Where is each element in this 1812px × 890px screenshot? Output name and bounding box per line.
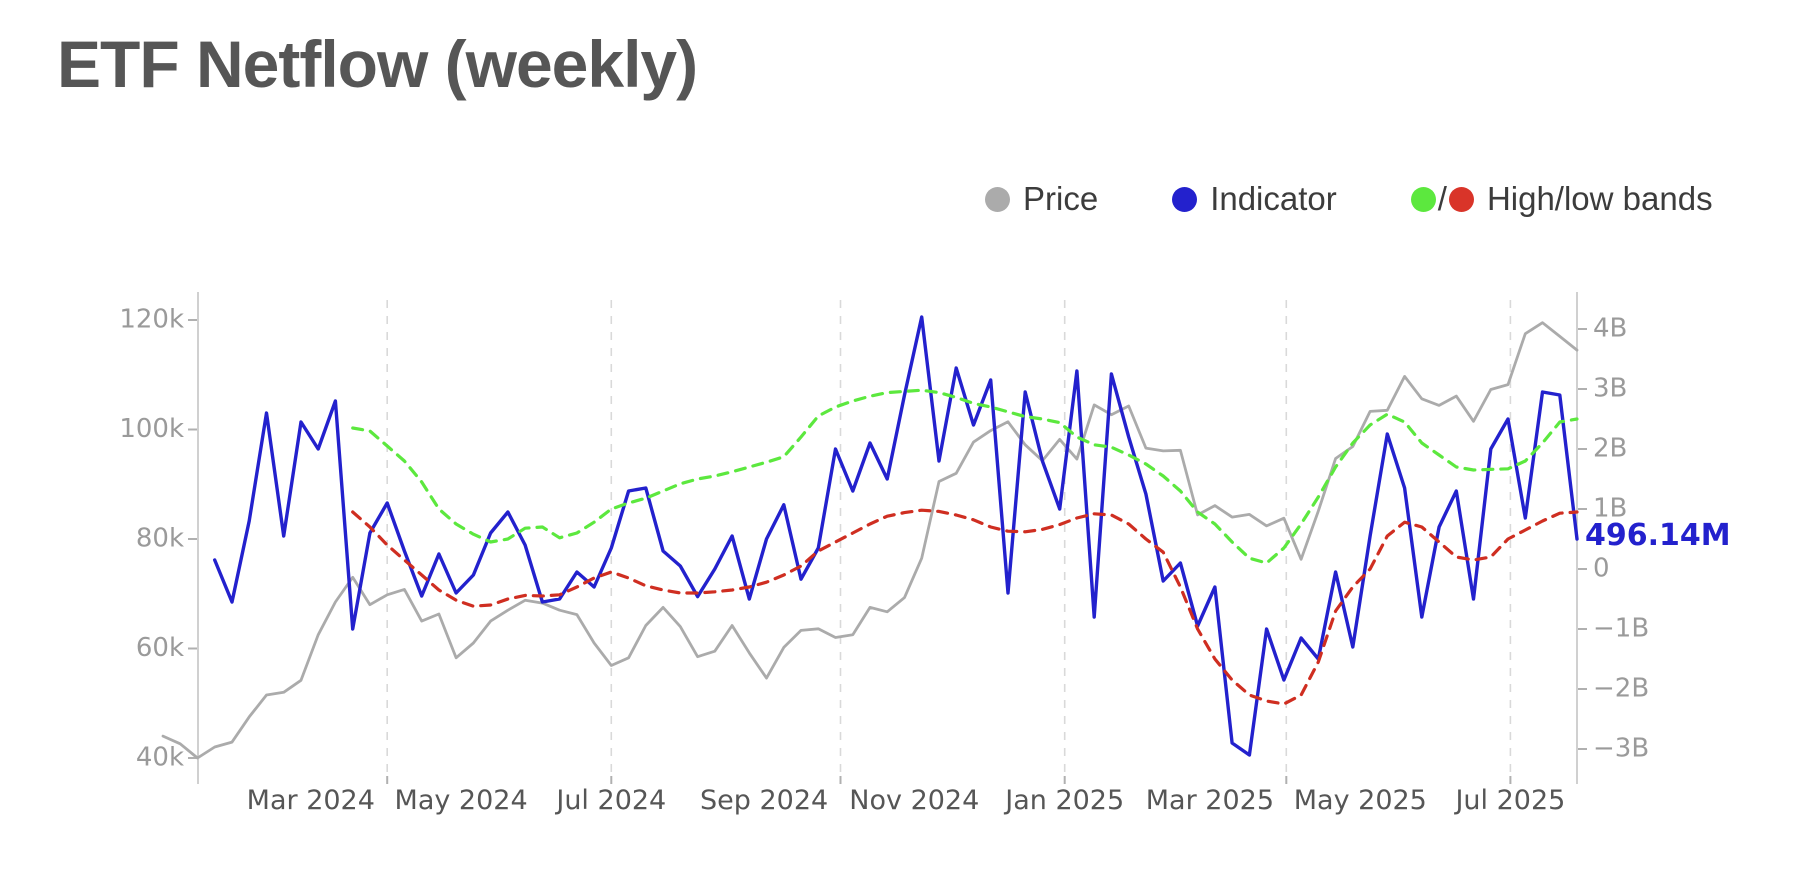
x-axis-tick-label: Mar 2024: [247, 785, 375, 816]
indicator-legend-dot-icon: [1172, 186, 1198, 212]
x-axis-tick-label: Jan 2025: [1003, 785, 1124, 816]
right-axis-ticks: 4B 3B 2B 1B 0 −1B −2B −3B: [1578, 314, 1649, 764]
right-axis-tick-label: 0: [1593, 554, 1610, 584]
right-axis-tick-label: −1B: [1593, 614, 1649, 644]
left-axis-tick-label: 60k: [136, 633, 184, 663]
x-axis-tick-label: May 2024: [395, 785, 528, 816]
legend-item-indicator-label: Indicator: [1210, 180, 1337, 217]
legend-item-bands-label: High/low bands: [1486, 180, 1713, 217]
series-price: [161, 321, 1579, 760]
left-axis-ticks: 120k 100k 80k 60k 40k: [119, 305, 197, 773]
legend-item-price-label: Price: [1023, 180, 1099, 217]
left-axis-tick-label: 100k: [119, 414, 184, 444]
legend-slash-separator: /: [1437, 180, 1447, 217]
x-axis-tick-label: Mar 2025: [1146, 785, 1274, 816]
right-axis-tick-label: 2B: [1593, 434, 1627, 464]
right-axis-tick-label: 1B: [1593, 494, 1627, 524]
x-axis-tick-label: Jul 2024: [554, 785, 666, 816]
x-axis-tick-label: May 2025: [1294, 785, 1427, 816]
vertical-gridlines: [386, 300, 1512, 776]
series-indicator: [213, 315, 1579, 757]
left-axis-tick-label: 80k: [136, 524, 184, 554]
legend-item-price: Price: [985, 180, 1098, 218]
x-axis-tick-label: Sep 2024: [700, 785, 828, 816]
x-axis-tick-label: Jul 2025: [1453, 785, 1565, 816]
x-axis: Mar 2024 May 2024 Jul 2024 Sep 2024 Nov 2024…: [247, 776, 1565, 816]
low-band-legend-dot-icon: [1448, 186, 1474, 212]
right-axis-tick-label: −3B: [1593, 734, 1649, 764]
current-value-label: 496.14M: [1585, 518, 1731, 553]
right-axis-tick-label: −2B: [1593, 674, 1649, 704]
legend-item-indicator: Indicator: [1172, 180, 1337, 218]
right-axis-tick-label: 3B: [1593, 374, 1627, 404]
right-axis-tick-label: 4B: [1593, 314, 1627, 344]
page-title: ETF Netflow (weekly): [57, 27, 698, 101]
high-band-legend-dot-icon: [1410, 186, 1436, 212]
series-high-band: [351, 388, 1579, 565]
series-low-band: [351, 508, 1579, 706]
left-axis-tick-label: 120k: [119, 305, 184, 335]
left-axis-tick-label: 40k: [136, 743, 184, 773]
legend-item-high-low-bands: / High/low bands: [1410, 180, 1713, 218]
chart-legend: Price Indicator / High/low bands: [985, 180, 1713, 218]
x-axis-tick-label: Nov 2024: [849, 785, 979, 816]
price-legend-dot-icon: [985, 186, 1010, 212]
